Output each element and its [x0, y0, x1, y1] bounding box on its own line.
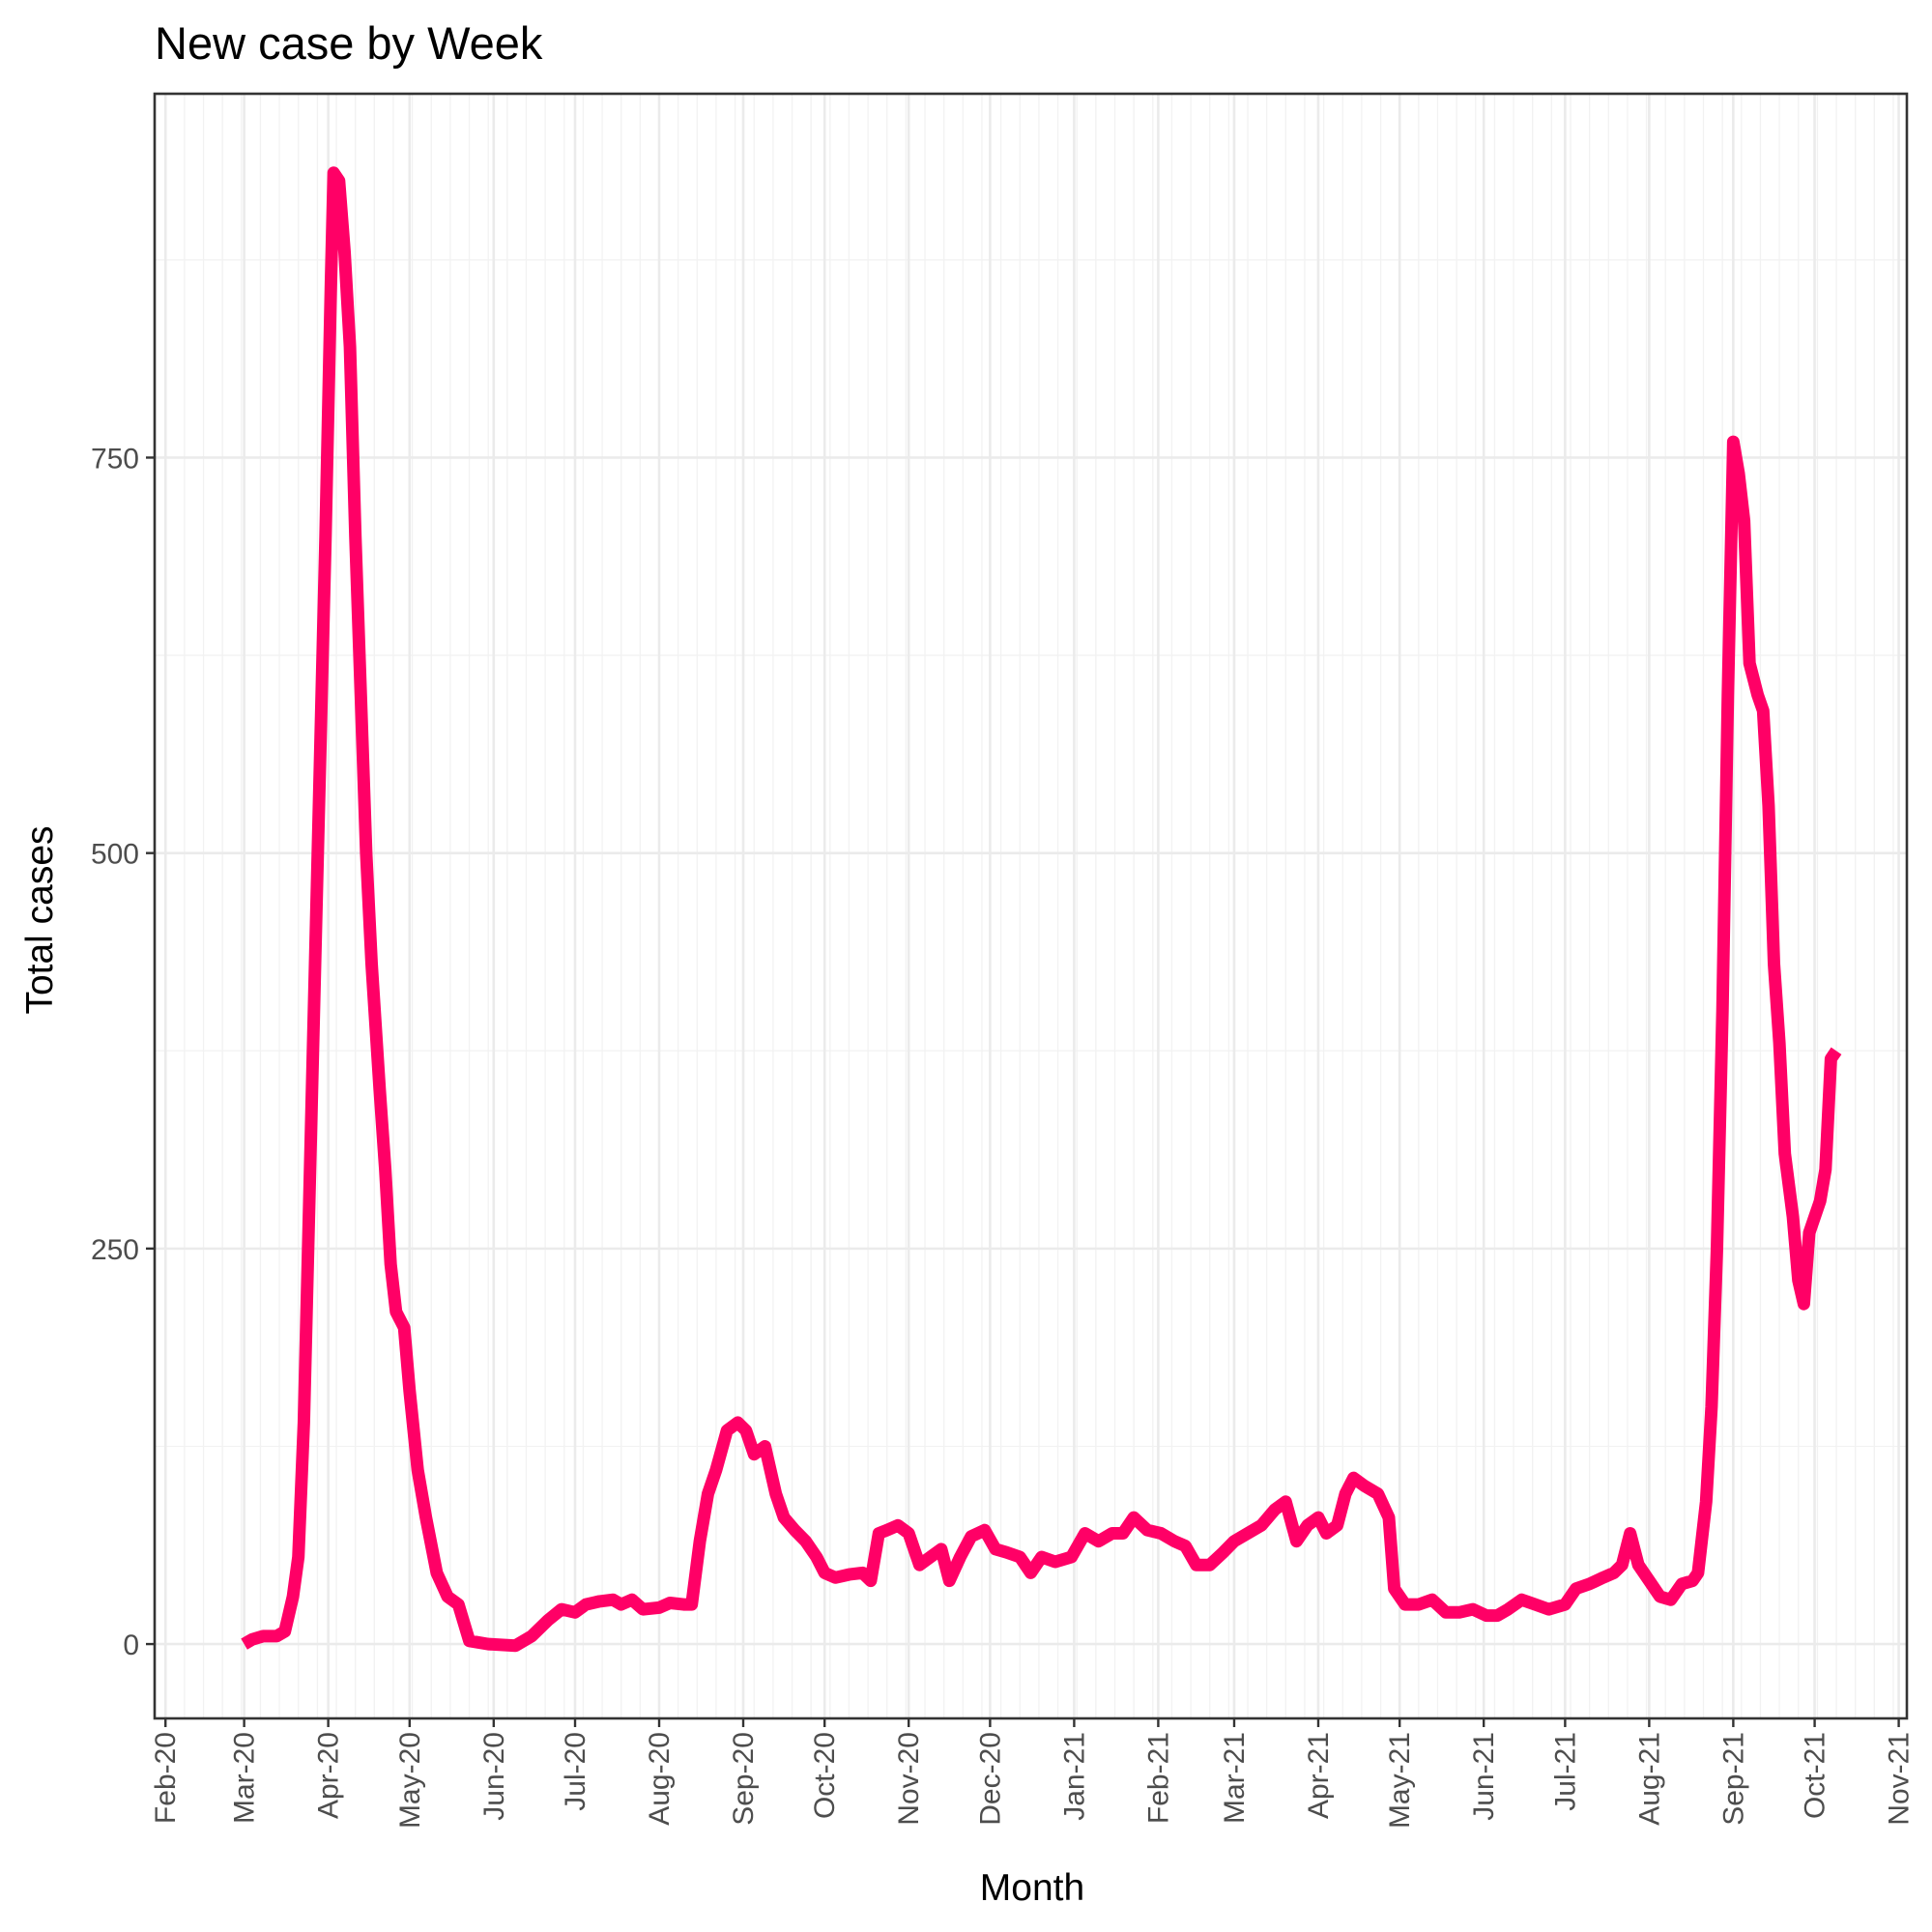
x-tick-label: Oct-21 — [1800, 1732, 1831, 1819]
series-layer — [241, 166, 1842, 1653]
x-tick-label: Aug-21 — [1633, 1732, 1665, 1826]
x-tick-label: Jul-21 — [1549, 1732, 1581, 1811]
x-tick-label: Aug-20 — [644, 1732, 676, 1826]
x-tick-label: Apr-20 — [313, 1732, 345, 1819]
x-tick-label: May-21 — [1384, 1732, 1416, 1829]
x-tick-label: Mar-21 — [1219, 1732, 1251, 1824]
x-tick-label: Jun-20 — [478, 1732, 510, 1821]
x-tick-label: Dec-20 — [974, 1732, 1006, 1826]
y-tick-label: 0 — [123, 1629, 139, 1661]
x-tick-label: Nov-20 — [893, 1732, 925, 1826]
y-tick-label: 500 — [91, 839, 139, 871]
x-tick-label: Sep-21 — [1717, 1732, 1749, 1826]
x-tick-label: May-20 — [394, 1732, 426, 1829]
chart-title: New case by Week — [155, 17, 543, 69]
x-tick-label: Feb-21 — [1142, 1732, 1174, 1824]
y-tick-label: 750 — [91, 443, 139, 475]
x-tick-label: Feb-20 — [150, 1732, 182, 1824]
y-tick-label: 250 — [91, 1234, 139, 1266]
x-tick-label: Nov-21 — [1884, 1732, 1916, 1826]
x-tick-label: Apr-21 — [1303, 1732, 1335, 1819]
x-axis-title: Month — [980, 1867, 1084, 1909]
x-tick-label: Oct-20 — [809, 1732, 841, 1819]
x-tick-label: Jun-21 — [1468, 1732, 1500, 1821]
x-tick-label: Sep-20 — [728, 1732, 760, 1826]
axes-layer: Feb-20 Mar-20 Apr-20 May-20 Jun-20 Jul-20 Aug-… — [91, 443, 1916, 1829]
grid-layer — [155, 94, 1907, 1718]
x-tick-label: Jul-20 — [560, 1732, 591, 1811]
y-axis-title: Total cases — [19, 825, 61, 1014]
x-tick-label: Jan-21 — [1058, 1732, 1090, 1821]
x-tick-label: Mar-20 — [229, 1732, 261, 1824]
series-line — [241, 166, 1842, 1653]
plot-panel-border — [153, 92, 1909, 1720]
